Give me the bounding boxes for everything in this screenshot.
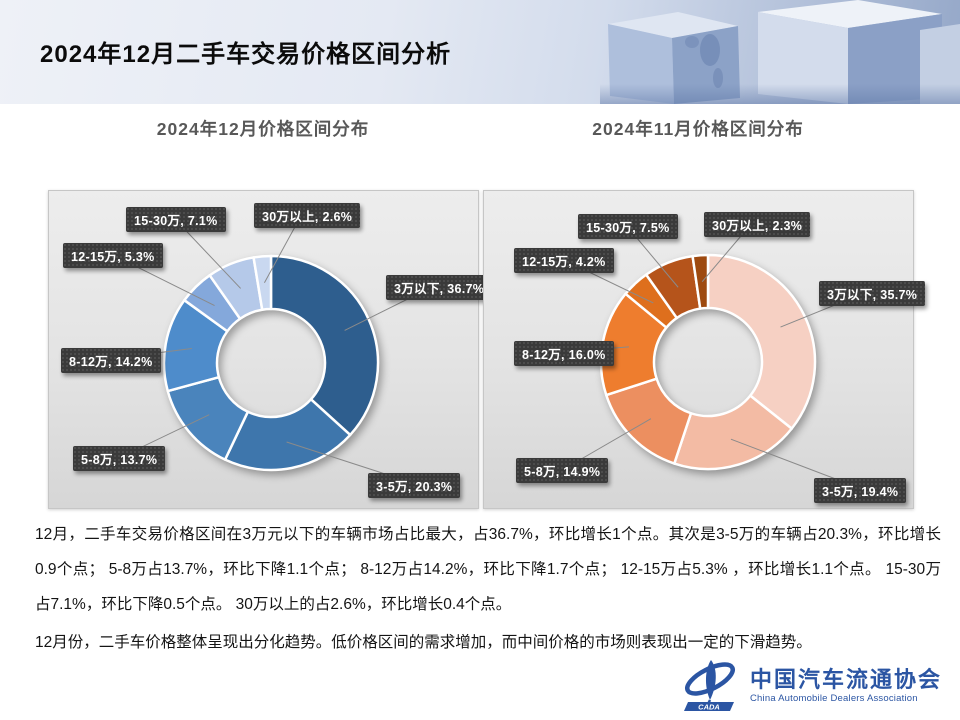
donut-slice-3万以下 bbox=[269, 254, 380, 437]
slice-label-tag: 3万以下, 35.7% bbox=[819, 281, 926, 306]
slice-label-tag: 3-5万, 19.4% bbox=[814, 478, 907, 503]
analysis-paragraph-2: 12月份，二手车价格整体呈现出分化趋势。低价格区间的需求增加，而中间价格的市场则… bbox=[35, 634, 812, 651]
footer-logo: CADA 中国汽车流通协会 China Automobile Dealers A… bbox=[679, 660, 942, 712]
slice-label-tag: 12-15万, 5.3% bbox=[63, 243, 163, 268]
donut-slice-30万以上 bbox=[691, 253, 710, 310]
analysis-text: 12月，二手车交易价格区间在3万元以下的车辆市场占比最大，占36.7%，环比增长… bbox=[35, 517, 941, 663]
slice-label-tag: 8-12万, 16.0% bbox=[514, 341, 614, 366]
slice-label-tag: 5-8万, 14.9% bbox=[516, 458, 609, 483]
donut-panel-november: 3万以下, 35.7% 3-5万, 19.4% 5-8万, 14.9% 8-12万, … bbox=[483, 190, 926, 509]
org-name-cn: 中国汽车流通协会 bbox=[749, 667, 942, 693]
slice-label-tag: 5-8万, 13.7% bbox=[73, 446, 166, 471]
slice-label-tag: 8-12万, 14.2% bbox=[61, 348, 161, 373]
slice-label-tag: 30万以上, 2.6% bbox=[254, 203, 361, 228]
donut-panel-december: 3万以下, 36.7% 3-5万, 20.3% 5-8万, 13.7% 8-12万, … bbox=[48, 190, 493, 509]
cada-logo-text: CADA bbox=[698, 703, 720, 712]
page-title: 2024年12月二手车交易价格区间分析 bbox=[40, 41, 452, 68]
slice-label-tag: 15-30万, 7.1% bbox=[126, 207, 226, 232]
donut-slice-30万以上 bbox=[252, 254, 273, 311]
header-banner: 2024年12月二手车交易价格区间分析 bbox=[0, 0, 960, 104]
slice-label-tag: 3-5万, 20.3% bbox=[368, 473, 461, 498]
donut-slice-3万以下 bbox=[706, 253, 817, 430]
slice-label-tag: 12-15万, 4.2% bbox=[514, 248, 614, 273]
donut-chart bbox=[561, 222, 868, 490]
org-name-en: China Automobile Dealers Association bbox=[749, 692, 918, 704]
chart-title-november: 2024年11月价格区间分布 bbox=[592, 119, 804, 139]
slice-label-tag: 30万以上, 2.3% bbox=[704, 212, 811, 237]
chart-title-december: 2024年12月价格区间分布 bbox=[156, 119, 370, 139]
cada-emblem-icon: CADA bbox=[683, 660, 735, 712]
donut-chart bbox=[108, 213, 435, 485]
header-cubes-graphic bbox=[600, 0, 960, 104]
slice-label-tag: 3万以下, 36.7% bbox=[386, 275, 493, 300]
slice-label-tag: 15-30万, 7.5% bbox=[578, 214, 678, 239]
analysis-paragraph-1: 12月，二手车交易价格区间在3万元以下的车辆市场占比最大，占36.7%，环比增长… bbox=[35, 526, 941, 613]
